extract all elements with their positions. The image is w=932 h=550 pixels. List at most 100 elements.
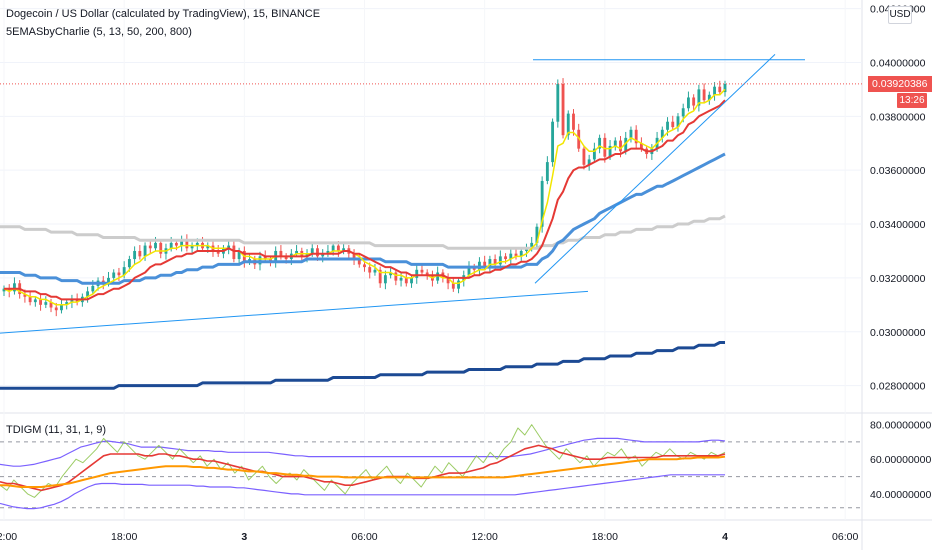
candle-body: [49, 302, 53, 308]
price-tick-label: 0.03800000: [870, 111, 926, 123]
ema-indicator-legend[interactable]: 5EMASbyCharlie (5, 13, 50, 200, 800): [6, 26, 192, 38]
candle-body: [676, 116, 680, 128]
candle-body: [284, 256, 288, 260]
candle-body: [373, 269, 377, 273]
candle-body: [159, 242, 163, 254]
candle-body: [363, 264, 366, 268]
candle-body: [117, 272, 121, 276]
time-tick-label: 18:00: [111, 531, 137, 543]
tdi-tick-label: 60.00000000: [870, 454, 931, 466]
candle-body: [619, 140, 622, 152]
candle-body: [504, 256, 507, 260]
candle-body: [138, 250, 142, 257]
ema-5-line: [3, 88, 726, 306]
candle-body: [378, 269, 382, 284]
tdi-upper-band: [0, 437, 726, 467]
candle-body: [410, 277, 413, 284]
price-tick-label: 0.04000000: [870, 57, 926, 69]
tdi-pane[interactable]: [0, 424, 862, 510]
candle-body: [190, 245, 194, 249]
tdi-signal-line: [0, 444, 726, 492]
candle-body: [415, 269, 419, 278]
candle-body: [681, 108, 685, 117]
time-tick-label: 4: [722, 531, 728, 543]
main-pane[interactable]: [0, 54, 862, 390]
candle-body: [305, 253, 309, 257]
candle-body: [368, 267, 372, 273]
candle-body: [23, 294, 27, 297]
candle-body: [342, 248, 346, 251]
candle-body: [326, 250, 330, 254]
candle-body: [316, 248, 319, 257]
candle-body: [509, 253, 513, 260]
candle-body: [13, 283, 16, 292]
tdi-tick-label: 80.00000000: [870, 420, 931, 432]
price-tick-label: 0.02800000: [870, 381, 926, 393]
candle-body: [122, 267, 126, 276]
candle-body: [545, 162, 549, 181]
candle-body: [535, 226, 539, 243]
candle-body: [206, 245, 210, 249]
currency-button[interactable]: USD: [888, 6, 912, 24]
candle-body: [60, 304, 63, 311]
candle-body: [592, 148, 596, 160]
tdi-rsi-line: [0, 424, 726, 498]
candle-body: [174, 242, 178, 246]
candle-body: [713, 86, 716, 95]
tdi-mid-line: [0, 455, 726, 488]
symbol-title[interactable]: Dogecoin / US Dollar (calculated by Trad…: [6, 8, 321, 20]
tdi-indicator-legend[interactable]: TDIGM (11, 31, 1, 9): [6, 424, 107, 436]
candle-body: [310, 248, 314, 254]
candle-body: [75, 299, 79, 303]
candle-body: [107, 277, 110, 284]
candle-body: [587, 159, 591, 165]
candle-body: [723, 84, 727, 93]
candle-body: [263, 256, 267, 260]
candle-body: [133, 250, 137, 260]
candle-body: [404, 277, 408, 284]
candle-body: [457, 280, 460, 289]
candle-body: [112, 272, 116, 278]
candle-body: [65, 302, 69, 305]
time-tick-label: 3: [241, 531, 247, 543]
candle-body: [295, 250, 299, 254]
candle-body: [216, 250, 220, 254]
candle-body: [697, 89, 701, 106]
candle-body: [279, 250, 283, 257]
candle-body: [2, 288, 6, 292]
candle-body: [425, 272, 429, 276]
candle-body: [28, 296, 32, 303]
candle-body: [530, 242, 534, 249]
axes: 0.042000000.040000000.038000000.03600000…: [0, 4, 931, 543]
candle-body: [666, 121, 669, 130]
candle-body: [718, 86, 722, 93]
candle-body: [514, 253, 518, 257]
candle-body: [143, 245, 147, 257]
candle-body: [70, 299, 74, 303]
candle-body: [185, 240, 189, 249]
candle-body: [467, 267, 471, 276]
candle-body: [232, 245, 236, 260]
candle-body: [389, 272, 393, 276]
candle-body: [383, 275, 387, 284]
candle-body: [629, 129, 633, 138]
candle-body: [687, 97, 690, 109]
candle-body: [603, 137, 607, 157]
time-tick-label: 06:00: [351, 531, 377, 543]
candle-body: [702, 89, 706, 101]
candle-body: [582, 148, 586, 165]
time-tick-label: 06:00: [832, 531, 858, 543]
candle-body: [321, 253, 325, 257]
candle-body: [91, 285, 95, 292]
candle-body: [613, 140, 617, 146]
time-tick-label: 12:00: [0, 531, 17, 543]
candle-body: [624, 137, 628, 152]
rising-trendline: [534, 54, 776, 284]
price-tick-label: 0.03600000: [870, 165, 926, 177]
bar-countdown-label: 13:26: [897, 92, 927, 108]
candle-body: [399, 277, 403, 281]
time-tick-label: 18:00: [592, 531, 618, 543]
price-tick-label: 0.03200000: [870, 273, 926, 285]
candle-body: [556, 84, 560, 122]
